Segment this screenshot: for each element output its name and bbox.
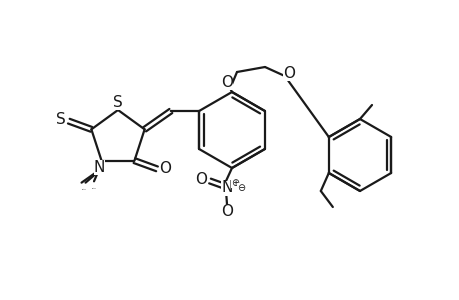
Text: O: O	[220, 74, 233, 89]
Text: O: O	[159, 161, 171, 176]
Text: S: S	[56, 112, 66, 127]
Text: N: N	[94, 160, 105, 175]
Text: methyl: methyl	[91, 188, 96, 189]
Text: S: S	[113, 94, 123, 110]
Text: N: N	[221, 181, 232, 196]
Text: O: O	[195, 172, 207, 187]
Text: O: O	[220, 205, 233, 220]
Text: methyl: methyl	[82, 189, 87, 190]
Text: ⊕: ⊕	[230, 178, 239, 188]
Text: O: O	[282, 65, 294, 80]
Text: ⊖: ⊖	[236, 183, 245, 193]
